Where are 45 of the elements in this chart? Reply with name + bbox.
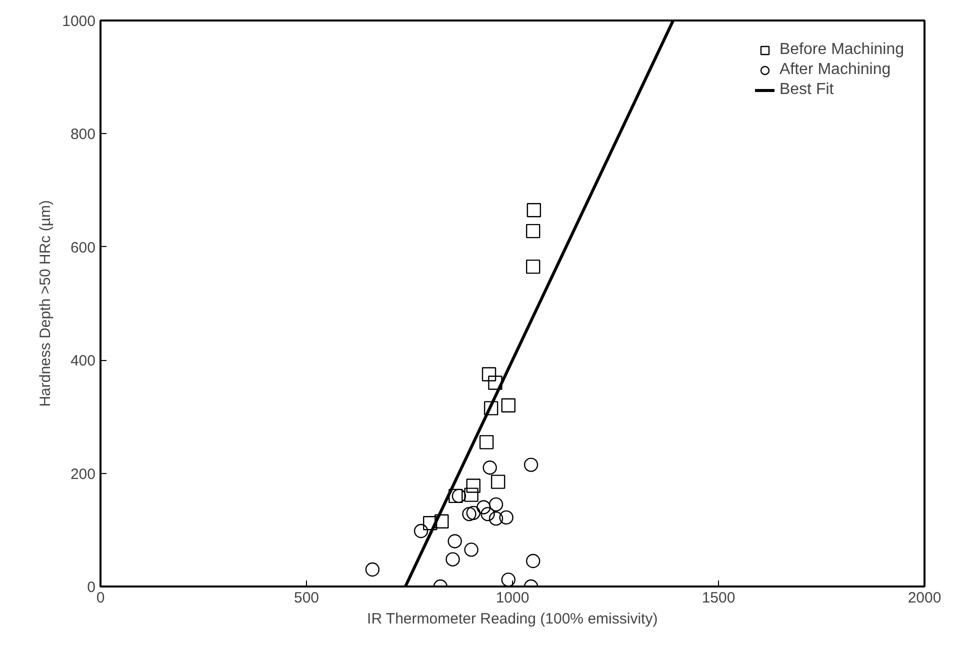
point bbox=[464, 488, 478, 502]
x-tick-label: 1500 bbox=[702, 590, 736, 606]
y-tick-label: 800 bbox=[70, 126, 96, 144]
point bbox=[365, 562, 380, 577]
x-tick-label: 500 bbox=[294, 590, 320, 606]
point bbox=[484, 401, 498, 416]
y-tick-label: 200 bbox=[70, 466, 96, 483]
point bbox=[526, 554, 540, 568]
point bbox=[448, 488, 463, 504]
point bbox=[526, 260, 540, 274]
point bbox=[488, 376, 502, 390]
y-tick-label: 600 bbox=[70, 239, 96, 256]
point bbox=[526, 224, 540, 238]
point bbox=[414, 524, 428, 538]
point bbox=[480, 506, 495, 522]
point bbox=[466, 478, 480, 493]
point bbox=[479, 435, 494, 450]
point bbox=[499, 510, 514, 525]
y-tick-label: 0 bbox=[87, 579, 96, 596]
point bbox=[466, 506, 480, 520]
x-tick-label: 1000 bbox=[496, 590, 530, 606]
point bbox=[482, 460, 497, 475]
y-tick-label: 1000 bbox=[62, 13, 96, 30]
point bbox=[501, 572, 516, 586]
point bbox=[490, 474, 506, 489]
point bbox=[482, 367, 496, 382]
legend-label: Before Machining bbox=[779, 41, 904, 59]
point bbox=[464, 542, 478, 557]
point bbox=[488, 511, 504, 526]
x-tick-label: 2000 bbox=[908, 590, 942, 606]
legend-label: After Machining bbox=[779, 61, 891, 79]
point bbox=[434, 514, 449, 529]
point bbox=[501, 398, 516, 412]
point bbox=[462, 506, 476, 522]
point bbox=[488, 497, 504, 512]
point bbox=[448, 534, 462, 548]
legend-label: Best Fit bbox=[779, 81, 834, 99]
y-tick-label: 400 bbox=[70, 352, 96, 370]
point bbox=[476, 500, 491, 514]
x-axis-title: IR Thermometer Reading (100% emissivity) bbox=[367, 610, 658, 628]
point bbox=[526, 203, 542, 218]
point bbox=[446, 552, 460, 566]
point bbox=[423, 516, 438, 530]
y-axis-title: Hardness Depth >50 HRc (µm) bbox=[37, 200, 54, 407]
point bbox=[524, 458, 538, 472]
